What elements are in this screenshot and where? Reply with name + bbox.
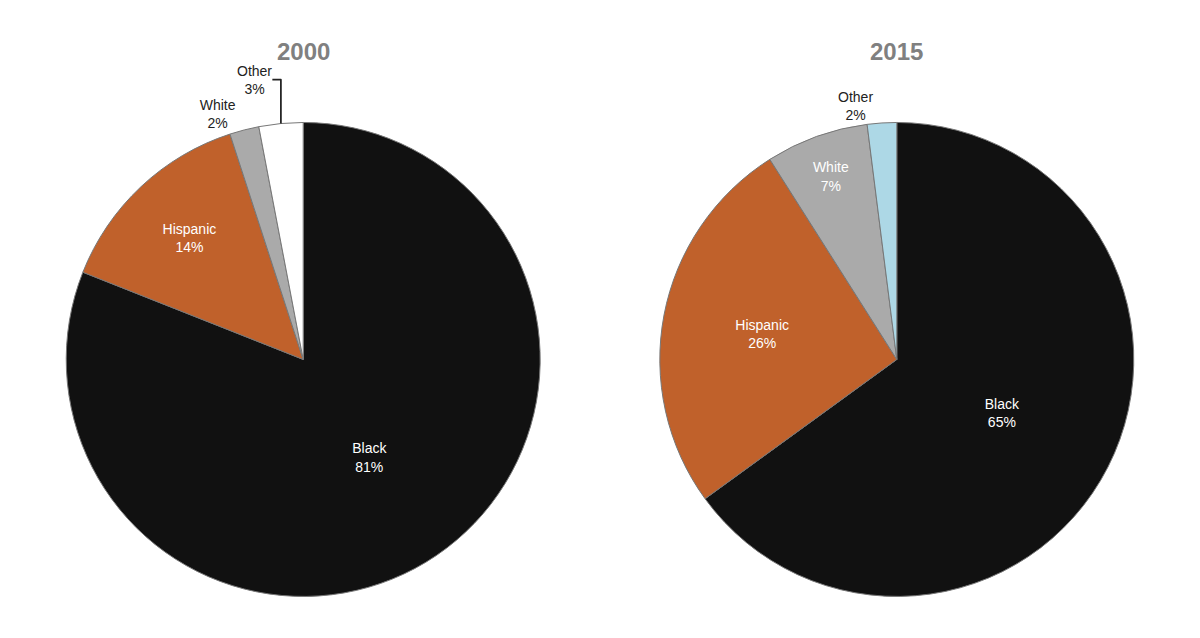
svg-text:2015: 2015 — [870, 38, 923, 65]
svg-text:White2%: White2% — [200, 97, 236, 131]
svg-text:2000: 2000 — [277, 38, 330, 65]
svg-text:Black65%: Black65% — [985, 396, 1020, 430]
svg-text:Hispanic14%: Hispanic14% — [163, 221, 217, 255]
svg-text:White7%: White7% — [813, 159, 849, 193]
svg-text:Black81%: Black81% — [352, 440, 387, 474]
svg-text:Hispanic26%: Hispanic26% — [735, 317, 789, 351]
svg-text:Other3%: Other3% — [237, 63, 272, 97]
svg-text:Other2%: Other2% — [838, 89, 873, 123]
